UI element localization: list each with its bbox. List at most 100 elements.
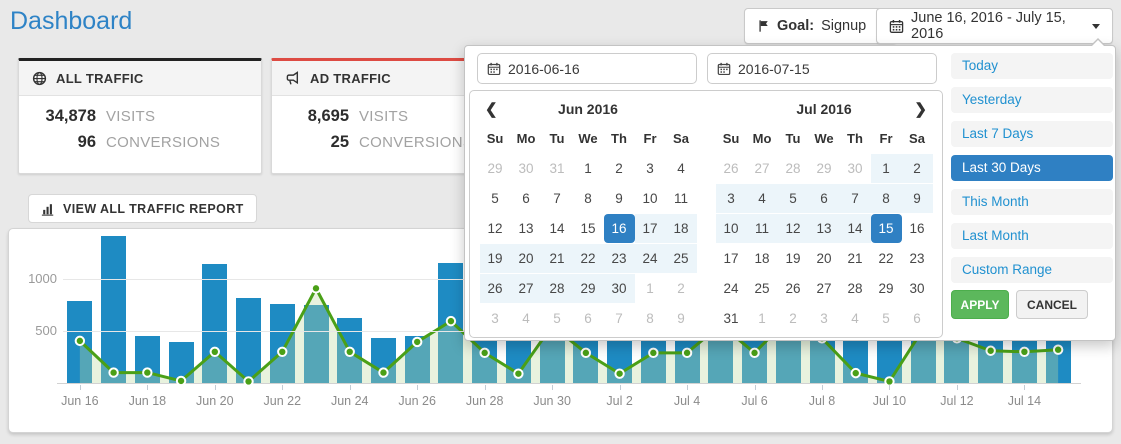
calendar-day[interactable]: 3 xyxy=(820,311,828,326)
calendar-day[interactable]: 30 xyxy=(518,161,534,176)
calendar-day[interactable]: 1 xyxy=(870,154,902,183)
calendar-day[interactable]: 28 xyxy=(785,161,801,176)
shortcut-yesterday[interactable]: Yesterday xyxy=(951,87,1113,113)
calendar-day[interactable]: 31 xyxy=(549,161,565,176)
calendar-day[interactable]: 2 xyxy=(615,161,623,176)
view-all-traffic-report-button[interactable]: VIEW ALL TRAFFIC REPORT xyxy=(28,194,257,223)
calendar-day[interactable]: 9 xyxy=(677,311,685,326)
bar-jun-26[interactable] xyxy=(404,336,430,383)
calendar-day[interactable]: 11 xyxy=(673,191,688,206)
bar-jun-22[interactable] xyxy=(269,303,295,383)
calendar-day[interactable]: 29 xyxy=(816,161,832,176)
shortcut-last-month[interactable]: Last Month xyxy=(951,223,1113,249)
calendar-day[interactable]: 16 xyxy=(909,221,925,236)
calendar-day[interactable]: 18 xyxy=(754,251,770,266)
calendar-day[interactable]: 28 xyxy=(541,274,573,303)
calendar-day[interactable]: 8 xyxy=(870,184,902,213)
calendar-day-selected[interactable]: 15 xyxy=(870,214,902,243)
calendar-day[interactable]: 23 xyxy=(909,251,925,266)
calendar-day[interactable]: 7 xyxy=(615,311,623,326)
calendar-day[interactable]: 22 xyxy=(572,244,604,273)
shortcut-last-7-days[interactable]: Last 7 Days xyxy=(951,121,1113,147)
bar-jun-25[interactable] xyxy=(370,337,396,383)
calendar-day[interactable]: 13 xyxy=(808,214,840,243)
calendar-day[interactable]: 17 xyxy=(723,251,739,266)
calendar-day[interactable]: 28 xyxy=(847,281,863,296)
bar-jun-20[interactable] xyxy=(202,264,228,383)
calendar-day[interactable]: 4 xyxy=(677,161,685,176)
calendar-day[interactable]: 26 xyxy=(479,274,511,303)
calendar-day[interactable]: 5 xyxy=(882,311,890,326)
calendar-day[interactable]: 15 xyxy=(580,221,596,236)
end-date-input[interactable]: 2016-07-15 xyxy=(707,53,937,84)
calendar-day[interactable]: 19 xyxy=(479,244,511,273)
calendar-day[interactable]: 6 xyxy=(584,311,592,326)
calendar-day[interactable]: 2 xyxy=(901,154,933,183)
calendar-day[interactable]: 9 xyxy=(901,184,933,213)
calendar-day[interactable]: 2 xyxy=(677,281,685,296)
calendar-day[interactable]: 4 xyxy=(522,311,530,326)
calendar-day[interactable]: 25 xyxy=(754,281,770,296)
calendar-day[interactable]: 8 xyxy=(584,191,592,206)
apply-button[interactable]: APPLY xyxy=(951,290,1009,319)
bar-jun-17[interactable] xyxy=(101,236,127,383)
bar-jun-23[interactable] xyxy=(303,305,329,383)
calendar-day[interactable]: 17 xyxy=(634,214,666,243)
calendar-day[interactable]: 30 xyxy=(847,161,863,176)
calendar-day[interactable]: 10 xyxy=(642,191,658,206)
next-month-button[interactable]: ❯ xyxy=(914,101,927,118)
start-date-input[interactable]: 2016-06-16 xyxy=(477,53,697,84)
calendar-day[interactable]: 6 xyxy=(808,184,840,213)
calendar-day[interactable]: 14 xyxy=(549,221,565,236)
calendar-day[interactable]: 19 xyxy=(785,251,801,266)
calendar-day[interactable]: 4 xyxy=(746,184,778,213)
calendar-day[interactable]: 24 xyxy=(723,281,739,296)
calendar-day[interactable]: 12 xyxy=(487,221,503,236)
date-range-button[interactable]: June 16, 2016 - July 15, 2016 xyxy=(876,8,1113,44)
calendar-day[interactable]: 24 xyxy=(634,244,666,273)
shortcut-this-month[interactable]: This Month xyxy=(951,189,1113,215)
calendar-day[interactable]: 20 xyxy=(510,244,542,273)
calendar-day[interactable]: 6 xyxy=(522,191,530,206)
calendar-day[interactable]: 8 xyxy=(646,311,654,326)
calendar-day[interactable]: 9 xyxy=(615,191,623,206)
calendar-day-selected[interactable]: 16 xyxy=(603,214,635,243)
calendar-day[interactable]: 25 xyxy=(665,244,697,273)
shortcut-custom-range[interactable]: Custom Range xyxy=(951,257,1113,283)
goal-dropdown-button[interactable]: Goal: Signup xyxy=(744,8,898,44)
calendar-day[interactable]: 30 xyxy=(603,274,635,303)
calendar-day[interactable]: 22 xyxy=(878,251,894,266)
calendar-day[interactable]: 27 xyxy=(816,281,832,296)
calendar-day[interactable]: 4 xyxy=(851,311,859,326)
calendar-day[interactable]: 29 xyxy=(572,274,604,303)
calendar-day[interactable]: 29 xyxy=(487,161,503,176)
bar-jun-16[interactable] xyxy=(67,300,93,383)
calendar-day[interactable]: 26 xyxy=(785,281,801,296)
calendar-day[interactable]: 27 xyxy=(754,161,770,176)
calendar-day[interactable]: 5 xyxy=(553,311,561,326)
calendar-day[interactable]: 7 xyxy=(839,184,871,213)
calendar-day[interactable]: 2 xyxy=(789,311,797,326)
calendar-day[interactable]: 3 xyxy=(646,161,654,176)
calendar-day[interactable]: 5 xyxy=(491,191,499,206)
calendar-day[interactable]: 23 xyxy=(603,244,635,273)
calendar-day[interactable]: 3 xyxy=(715,184,747,213)
calendar-day[interactable]: 18 xyxy=(665,214,697,243)
calendar-day[interactable]: 13 xyxy=(518,221,534,236)
calendar-day[interactable]: 6 xyxy=(913,311,921,326)
calendar-day[interactable]: 30 xyxy=(909,281,925,296)
calendar-day[interactable]: 11 xyxy=(746,214,778,243)
bar-jun-19[interactable] xyxy=(168,341,194,383)
calendar-day[interactable]: 12 xyxy=(777,214,809,243)
shortcut-last-30-days[interactable]: Last 30 Days xyxy=(951,155,1113,181)
bar-jun-18[interactable] xyxy=(134,336,160,383)
calendar-day[interactable]: 7 xyxy=(553,191,561,206)
shortcut-today[interactable]: Today xyxy=(951,53,1113,79)
bar-jun-21[interactable] xyxy=(236,298,262,383)
bar-jun-27[interactable] xyxy=(438,263,464,383)
calendar-day[interactable]: 1 xyxy=(646,281,654,296)
calendar-day[interactable]: 5 xyxy=(777,184,809,213)
calendar-day[interactable]: 1 xyxy=(758,311,766,326)
bar-jun-24[interactable] xyxy=(337,318,363,383)
prev-month-button[interactable]: ❮ xyxy=(485,101,498,118)
